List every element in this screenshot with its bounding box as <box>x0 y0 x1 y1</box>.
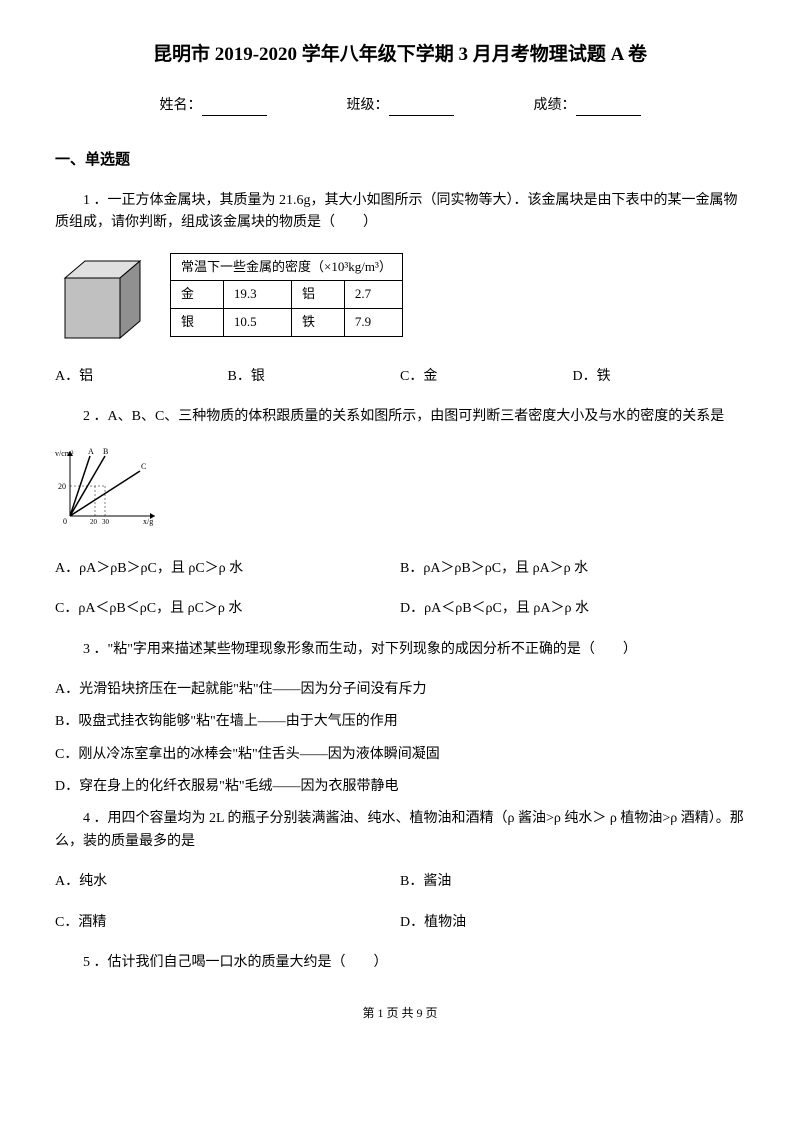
table-cell: 19.3 <box>223 281 291 309</box>
table-header: 常温下一些金属的密度（×10³kg/m³） <box>171 253 403 281</box>
option-d: D．ρA＜ρB＜ρC，且 ρA＞ρ 水 <box>400 598 745 620</box>
svg-text:v/cm³: v/cm³ <box>55 449 74 458</box>
svg-text:20: 20 <box>90 518 98 526</box>
q4-options-row2: C．酒精 D．植物油 <box>55 912 745 934</box>
question-2: 2 ．A、B、C、三种物质的体积跟质量的关系如图所示，由图可判断三者密度大小及与… <box>55 406 745 428</box>
table-cell: 2.7 <box>344 281 402 309</box>
class-blank <box>389 98 454 116</box>
svg-text:x/g: x/g <box>143 517 153 526</box>
class-label: 班级： <box>347 95 389 117</box>
svg-text:A: A <box>88 447 94 456</box>
table-cell: 7.9 <box>344 309 402 337</box>
q3-option-b: B．吸盘式挂衣钩能够"粘"在墙上——由于大气压的作用 <box>55 711 745 733</box>
document-title: 昆明市 2019-2020 学年八年级下学期 3 月月考物理试题 A 卷 <box>55 40 745 70</box>
table-cell: 银 <box>171 309 224 337</box>
q1-figure: 常温下一些金属的密度（×10³kg/m³） 金 19.3 铝 2.7 银 10.… <box>55 253 745 348</box>
q3-option-d: D．穿在身上的化纤衣服易"粘"毛绒——因为衣服带静电 <box>55 776 745 798</box>
svg-text:20: 20 <box>58 482 66 491</box>
q4-options-row1: A．纯水 B．酱油 <box>55 871 745 893</box>
question-1: 1 ．一正方体金属块，其质量为 21.6g，其大小如图所示（同实物等大）．该金属… <box>55 190 745 235</box>
q3-option-c: C．刚从冷冻室拿出的冰棒会"粘"住舌头——因为液体瞬间凝固 <box>55 744 745 766</box>
score-label: 成绩： <box>534 95 576 117</box>
cube-icon <box>55 253 155 348</box>
option-a: A．铝 <box>55 366 228 388</box>
score-blank <box>576 98 641 116</box>
option-b: B．银 <box>228 366 401 388</box>
option-c: C．酒精 <box>55 912 400 934</box>
q3-option-a: A．光滑铅块挤压在一起就能"粘"住——因为分子间没有斥力 <box>55 679 745 701</box>
q2-graph: v/cm³ 20 0 20 30 x/g A B C <box>55 446 745 539</box>
option-b: B．ρA＞ρB＞ρC，且 ρA＞ρ 水 <box>400 558 745 580</box>
option-d: D．铁 <box>573 366 746 388</box>
table-row: 金 19.3 铝 2.7 <box>171 281 403 309</box>
option-a: A．纯水 <box>55 871 400 893</box>
question-5: 5 ．估计我们自己喝一口水的质量大约是（ ） <box>55 952 745 974</box>
svg-text:30: 30 <box>102 518 110 526</box>
name-blank <box>202 98 267 116</box>
table-cell: 铝 <box>291 281 344 309</box>
option-a: A．ρA＞ρB＞ρC，且 ρC＞ρ 水 <box>55 558 400 580</box>
score-field: 成绩： <box>534 95 641 117</box>
name-label: 姓名： <box>160 95 202 117</box>
table-row: 银 10.5 铁 7.9 <box>171 309 403 337</box>
question-3: 3 ．"粘"字用来描述某些物理现象形象而生动，对下列现象的成因分析不正确的是（ … <box>55 639 745 661</box>
table-cell: 10.5 <box>223 309 291 337</box>
class-field: 班级： <box>347 95 454 117</box>
section-header: 一、单选题 <box>55 148 745 172</box>
table-cell: 铁 <box>291 309 344 337</box>
option-d: D．植物油 <box>400 912 745 934</box>
q2-options-row1: A．ρA＞ρB＞ρC，且 ρC＞ρ 水 B．ρA＞ρB＞ρC，且 ρA＞ρ 水 <box>55 558 745 580</box>
page-footer: 第 1 页 共 9 页 <box>55 1004 745 1023</box>
q1-options: A．铝 B．银 C．金 D．铁 <box>55 366 745 388</box>
svg-text:B: B <box>103 447 108 456</box>
svg-text:0: 0 <box>63 517 67 526</box>
option-b: B．酱油 <box>400 871 745 893</box>
info-row: 姓名： 班级： 成绩： <box>55 95 745 117</box>
q2-options-row2: C．ρA＜ρB＜ρC，且 ρC＞ρ 水 D．ρA＜ρB＜ρC，且 ρA＞ρ 水 <box>55 598 745 620</box>
option-c: C．金 <box>400 366 573 388</box>
table-cell: 金 <box>171 281 224 309</box>
option-c: C．ρA＜ρB＜ρC，且 ρC＞ρ 水 <box>55 598 400 620</box>
density-table: 常温下一些金属的密度（×10³kg/m³） 金 19.3 铝 2.7 银 10.… <box>170 253 403 337</box>
question-4: 4 ．用四个容量均为 2L 的瓶子分别装满酱油、纯水、植物油和酒精（ρ 酱油>ρ… <box>55 808 745 853</box>
name-field: 姓名： <box>160 95 267 117</box>
svg-text:C: C <box>141 462 146 471</box>
